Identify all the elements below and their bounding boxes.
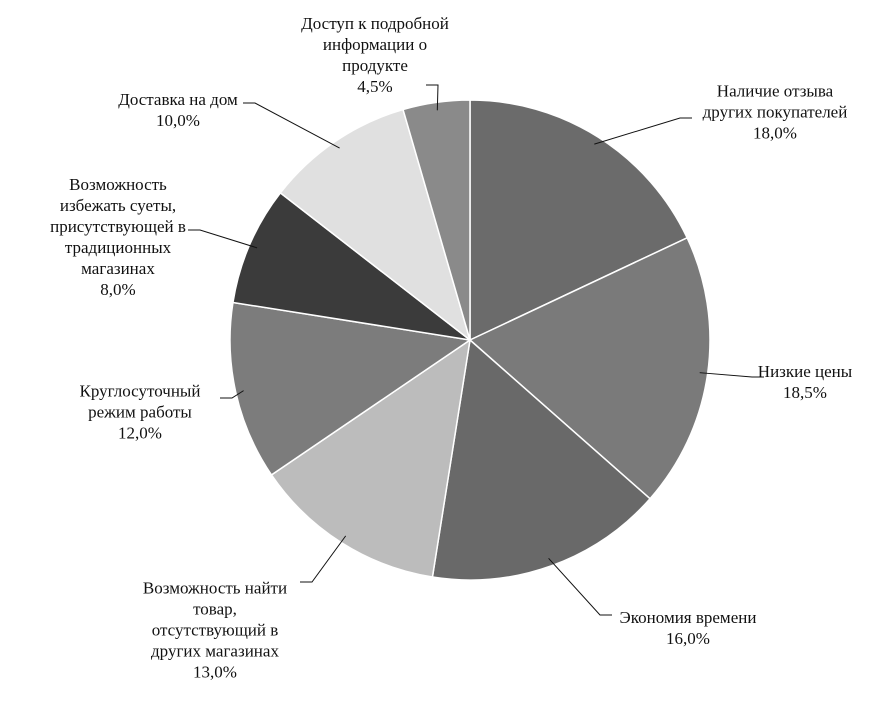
- slice-label: Низкие цены 18,5%: [685, 361, 889, 403]
- value-label: 18,5%: [783, 383, 827, 402]
- category-label: Наличие отзыва других покупателей: [702, 81, 848, 122]
- leader-line: [220, 390, 244, 399]
- category-label: Низкие цены: [757, 362, 853, 381]
- pie-slice: [469, 99, 689, 342]
- pie-slice: [279, 108, 472, 343]
- category-label: Экономия времени: [619, 608, 757, 627]
- slice-label: Наличие отзыва других покупателей 18,0%: [655, 81, 889, 144]
- value-label: 10,0%: [156, 111, 200, 130]
- value-label: 8,0%: [100, 280, 136, 299]
- value-label: 13,0%: [193, 662, 237, 682]
- category-label: Возможность найти товар, отсутствующий в…: [142, 578, 288, 661]
- category-label: Доступ к подробной информации о продукте: [301, 14, 449, 75]
- leader-line: [243, 102, 340, 149]
- slice-label: Возможность найти товар, отсутствующий в…: [95, 578, 335, 683]
- value-label: 18,0%: [753, 123, 797, 143]
- leader-line: [300, 535, 347, 583]
- value-label: 4,5%: [357, 77, 393, 96]
- category-label: Доставка на дом: [118, 90, 238, 109]
- pie-slice: [229, 301, 472, 476]
- slice-label: Экономия времени 16,0%: [568, 607, 808, 649]
- category-label: Возможность избежать суеты, присутствующ…: [50, 175, 186, 278]
- pie-slice: [402, 99, 471, 341]
- slice-label: Доступ к подробной информации о продукте…: [255, 13, 495, 97]
- value-label: 12,0%: [118, 423, 162, 443]
- category-label: Круглосуточный режим работы: [79, 381, 201, 422]
- slice-label: Возможность избежать суеты, присутствующ…: [0, 174, 238, 300]
- leader-line: [699, 372, 764, 378]
- slice-label: Доставка на дом 10,0%: [58, 89, 298, 131]
- slice-label: Круглосуточный режим работы 12,0%: [20, 381, 260, 444]
- leader-line: [426, 84, 439, 111]
- leader-line: [188, 229, 258, 249]
- pie-slice: [431, 338, 652, 581]
- leader-line: [594, 117, 692, 145]
- pie-slice: [232, 191, 471, 341]
- pie-slice: [270, 338, 472, 578]
- leader-line: [548, 557, 612, 616]
- value-label: 16,0%: [666, 629, 710, 648]
